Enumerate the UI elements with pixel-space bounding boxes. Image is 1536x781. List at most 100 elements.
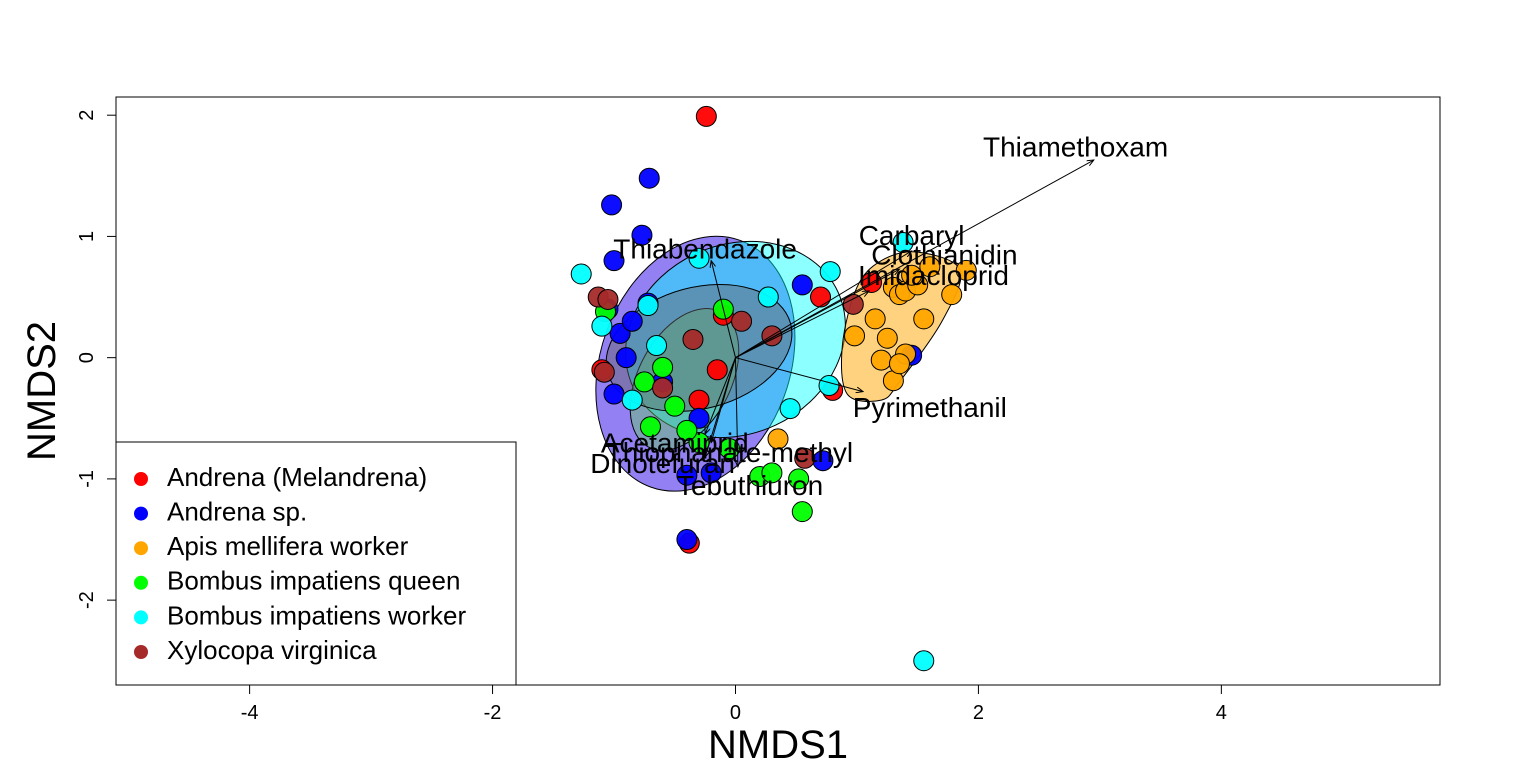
data-point — [570, 263, 592, 285]
data-point — [913, 308, 935, 330]
data-point — [646, 335, 668, 357]
legend-label: Xylocopa virginica — [167, 635, 377, 665]
data-point — [794, 447, 816, 469]
legend-marker — [134, 541, 148, 556]
data-point — [615, 347, 637, 369]
data-point — [844, 325, 866, 347]
data-point — [621, 389, 643, 411]
vector-label: Clothianidin — [871, 239, 1017, 270]
legend-label: Andrena (Melandrena) — [167, 462, 427, 492]
data-point — [676, 419, 698, 441]
vector-arrow — [735, 357, 737, 467]
data-point — [664, 395, 686, 417]
data-point — [788, 468, 810, 490]
data-point — [637, 295, 659, 317]
vector-arrow — [735, 269, 899, 359]
vector-arrow — [705, 357, 736, 434]
data-point — [901, 264, 923, 286]
data-point — [791, 274, 813, 296]
legend-marker — [134, 610, 148, 625]
data-point — [676, 529, 698, 551]
vector-label: Thiophanate-methyl — [606, 437, 853, 468]
legend-marker — [134, 472, 148, 486]
vector-label: Thiabendazole — [613, 233, 797, 264]
x-tick-label: -2 — [484, 702, 502, 724]
vector-label: Thiamethoxam — [983, 132, 1168, 163]
data-point — [888, 353, 910, 375]
plot-frame — [115, 96, 1441, 686]
vector-arrow — [705, 357, 736, 457]
data-point — [591, 315, 613, 337]
y-tick-label: -1 — [76, 470, 98, 488]
x-tick-label: -4 — [241, 702, 259, 724]
legend-label: Andrena sp. — [167, 496, 307, 526]
data-point — [718, 438, 740, 460]
x-tick-label: 2 — [973, 702, 984, 724]
data-point — [731, 310, 753, 332]
vector-label: Pyrimethanil — [853, 392, 1007, 423]
data-point — [706, 359, 728, 381]
data-point — [621, 310, 643, 332]
x-tick-label: 0 — [730, 702, 741, 724]
y-tick-label: 1 — [76, 231, 98, 242]
data-point — [639, 416, 661, 438]
data-point — [892, 231, 914, 253]
vector-arrow — [735, 357, 863, 392]
legend: Andrena (Melandrena) Andrena sp. Apis mell… — [115, 441, 517, 686]
data-point — [810, 286, 832, 308]
data-point — [791, 501, 813, 523]
legend-marker — [134, 506, 148, 521]
data-point — [695, 105, 717, 127]
vector-label: Carbaryl — [859, 220, 965, 251]
data-point — [593, 361, 615, 383]
data-point — [633, 371, 655, 393]
vector-arrow — [735, 160, 1093, 359]
data-point — [767, 428, 789, 450]
vector-arrow — [735, 291, 869, 359]
data-point — [864, 308, 886, 330]
y-tick-label: 2 — [76, 110, 98, 121]
data-point — [638, 167, 660, 189]
data-point — [603, 383, 625, 405]
legend-marker — [134, 575, 148, 590]
data-point — [919, 256, 941, 278]
data-point — [688, 247, 710, 269]
vector-arrow — [711, 261, 736, 358]
vector-label: Acetamiprid — [601, 427, 749, 458]
data-point — [876, 327, 898, 349]
data-point — [688, 389, 710, 411]
y-tick-label: 0 — [76, 352, 98, 363]
data-point — [955, 259, 977, 281]
data-point — [601, 194, 623, 216]
legend-label: Apis mellifera worker — [167, 531, 409, 561]
data-point — [819, 261, 841, 283]
y-axis-label: NMDS2 — [20, 321, 64, 461]
data-point — [941, 284, 963, 306]
x-axis-label: NMDS1 — [708, 723, 848, 767]
vector-label: Tebuthiuron — [677, 470, 823, 501]
y-tick-label: -2 — [76, 591, 98, 609]
data-point — [818, 375, 840, 397]
vector-label: Dinotefuran — [590, 448, 735, 479]
data-point — [913, 650, 935, 672]
legend-box — [115, 441, 517, 686]
data-point — [652, 356, 674, 378]
legend-marker — [134, 645, 148, 659]
vector-arrow — [735, 251, 911, 359]
legend-label: Bombus impatiens worker — [167, 600, 466, 630]
data-point — [682, 328, 704, 350]
data-point — [761, 462, 783, 484]
vector-label: Imidacloprid — [858, 260, 1009, 291]
data-point — [676, 464, 698, 486]
data-point — [652, 377, 674, 399]
data-point — [603, 250, 625, 272]
data-point — [779, 398, 801, 420]
legend-label: Bombus impatiens queen — [167, 566, 460, 596]
data-point — [631, 224, 653, 246]
data-point — [757, 286, 779, 308]
data-point — [597, 288, 619, 310]
x-tick-label: 4 — [1216, 702, 1227, 724]
data-point — [870, 349, 892, 371]
data-point — [700, 462, 722, 484]
